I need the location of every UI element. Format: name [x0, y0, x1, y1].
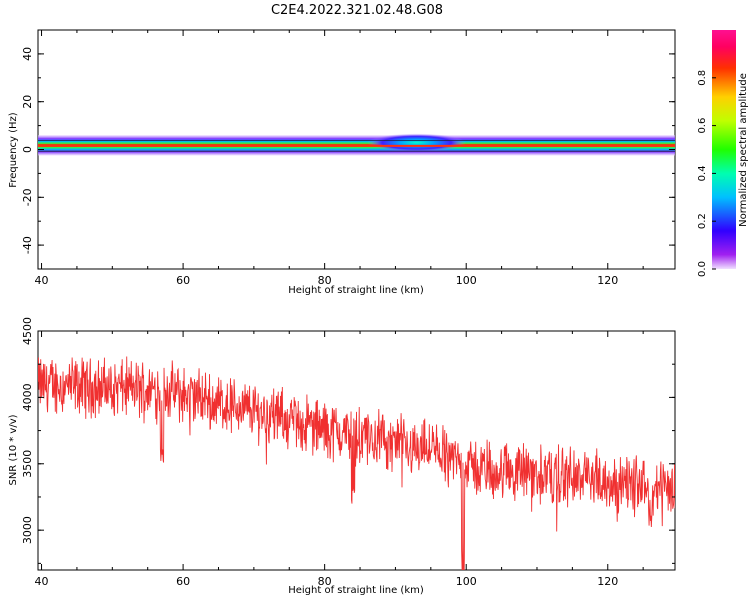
colorbar-tick-label: 0.4: [697, 165, 708, 181]
spectrogram-x-axis-label: Height of straight line (km): [288, 285, 424, 296]
colorbar-tick-label: 0.0: [697, 261, 708, 277]
spectrogram-x-tick-label: 40: [35, 274, 49, 287]
spectrogram-y-tick-label: 40: [21, 47, 34, 61]
snr-y-tick-label: 4000: [21, 383, 34, 411]
snr-y-tick-label: 3500: [21, 450, 34, 478]
snr-y-tick-label: 4500: [21, 317, 34, 345]
spectrogram-y-tick-label: 20: [21, 95, 34, 109]
colorbar-tick-label: 0.8: [697, 70, 708, 86]
spectrogram-y-tick-label: -40: [21, 236, 34, 254]
spectrogram-x-tick-label: 60: [176, 274, 190, 287]
spectrogram-image: [38, 133, 675, 156]
snr-x-axis-label: Height of straight line (km): [288, 585, 424, 596]
snr-x-tick-label: 60: [176, 575, 190, 588]
spectrogram-y-axis-label: Frequency (Hz): [8, 112, 19, 188]
snr-x-tick-label: 40: [35, 575, 49, 588]
colorbar-ticks: 0.0 0.2 0.4 0.6 0.8: [697, 70, 716, 277]
colorbar-label: Normalized spectral amplitude: [738, 73, 749, 227]
snr-x-tick-label: 120: [597, 575, 618, 588]
snr-panel: 40 60 80 100 120 3000 3500 4000 4500 Height of s…: [8, 317, 676, 596]
spectrogram-broadening: [367, 133, 467, 152]
snr-x-tick-label: 100: [456, 575, 477, 588]
spectrogram-axes: 40 60 80 100 120 -40 -20 0 20 40: [21, 29, 675, 287]
snr-y-axis-label: SNR (10 * v/v): [8, 414, 19, 485]
colorbar-tick-label: 0.2: [697, 213, 708, 229]
colorbar-gradient: [712, 30, 736, 269]
colorbar-tick-label: 0.6: [697, 118, 708, 134]
colorbar: 0.0 0.2 0.4 0.6 0.8 Normalized spectral ampl…: [697, 30, 749, 277]
spectrogram-x-tick-label: 120: [597, 274, 618, 287]
spectrogram-y-tick-label: -20: [21, 188, 34, 206]
spectrogram-panel: 40 60 80 100 120 -40 -20 0 20 40 Height of straig…: [8, 29, 676, 296]
snr-series-line: [38, 356, 675, 570]
snr-x-tick-label: 80: [318, 575, 332, 588]
snr-y-tick-label: 3000: [21, 516, 34, 544]
figure-title: C2E4.2022.321.02.48.G08: [271, 3, 443, 18]
snr-axes: 40 60 80 100 120 3000 3500 4000 4500: [21, 317, 675, 588]
spectrogram-y-tick-label: 0: [21, 146, 34, 153]
spectrogram-x-tick-label: 80: [318, 274, 332, 287]
spectrogram-x-tick-label: 100: [456, 274, 477, 287]
